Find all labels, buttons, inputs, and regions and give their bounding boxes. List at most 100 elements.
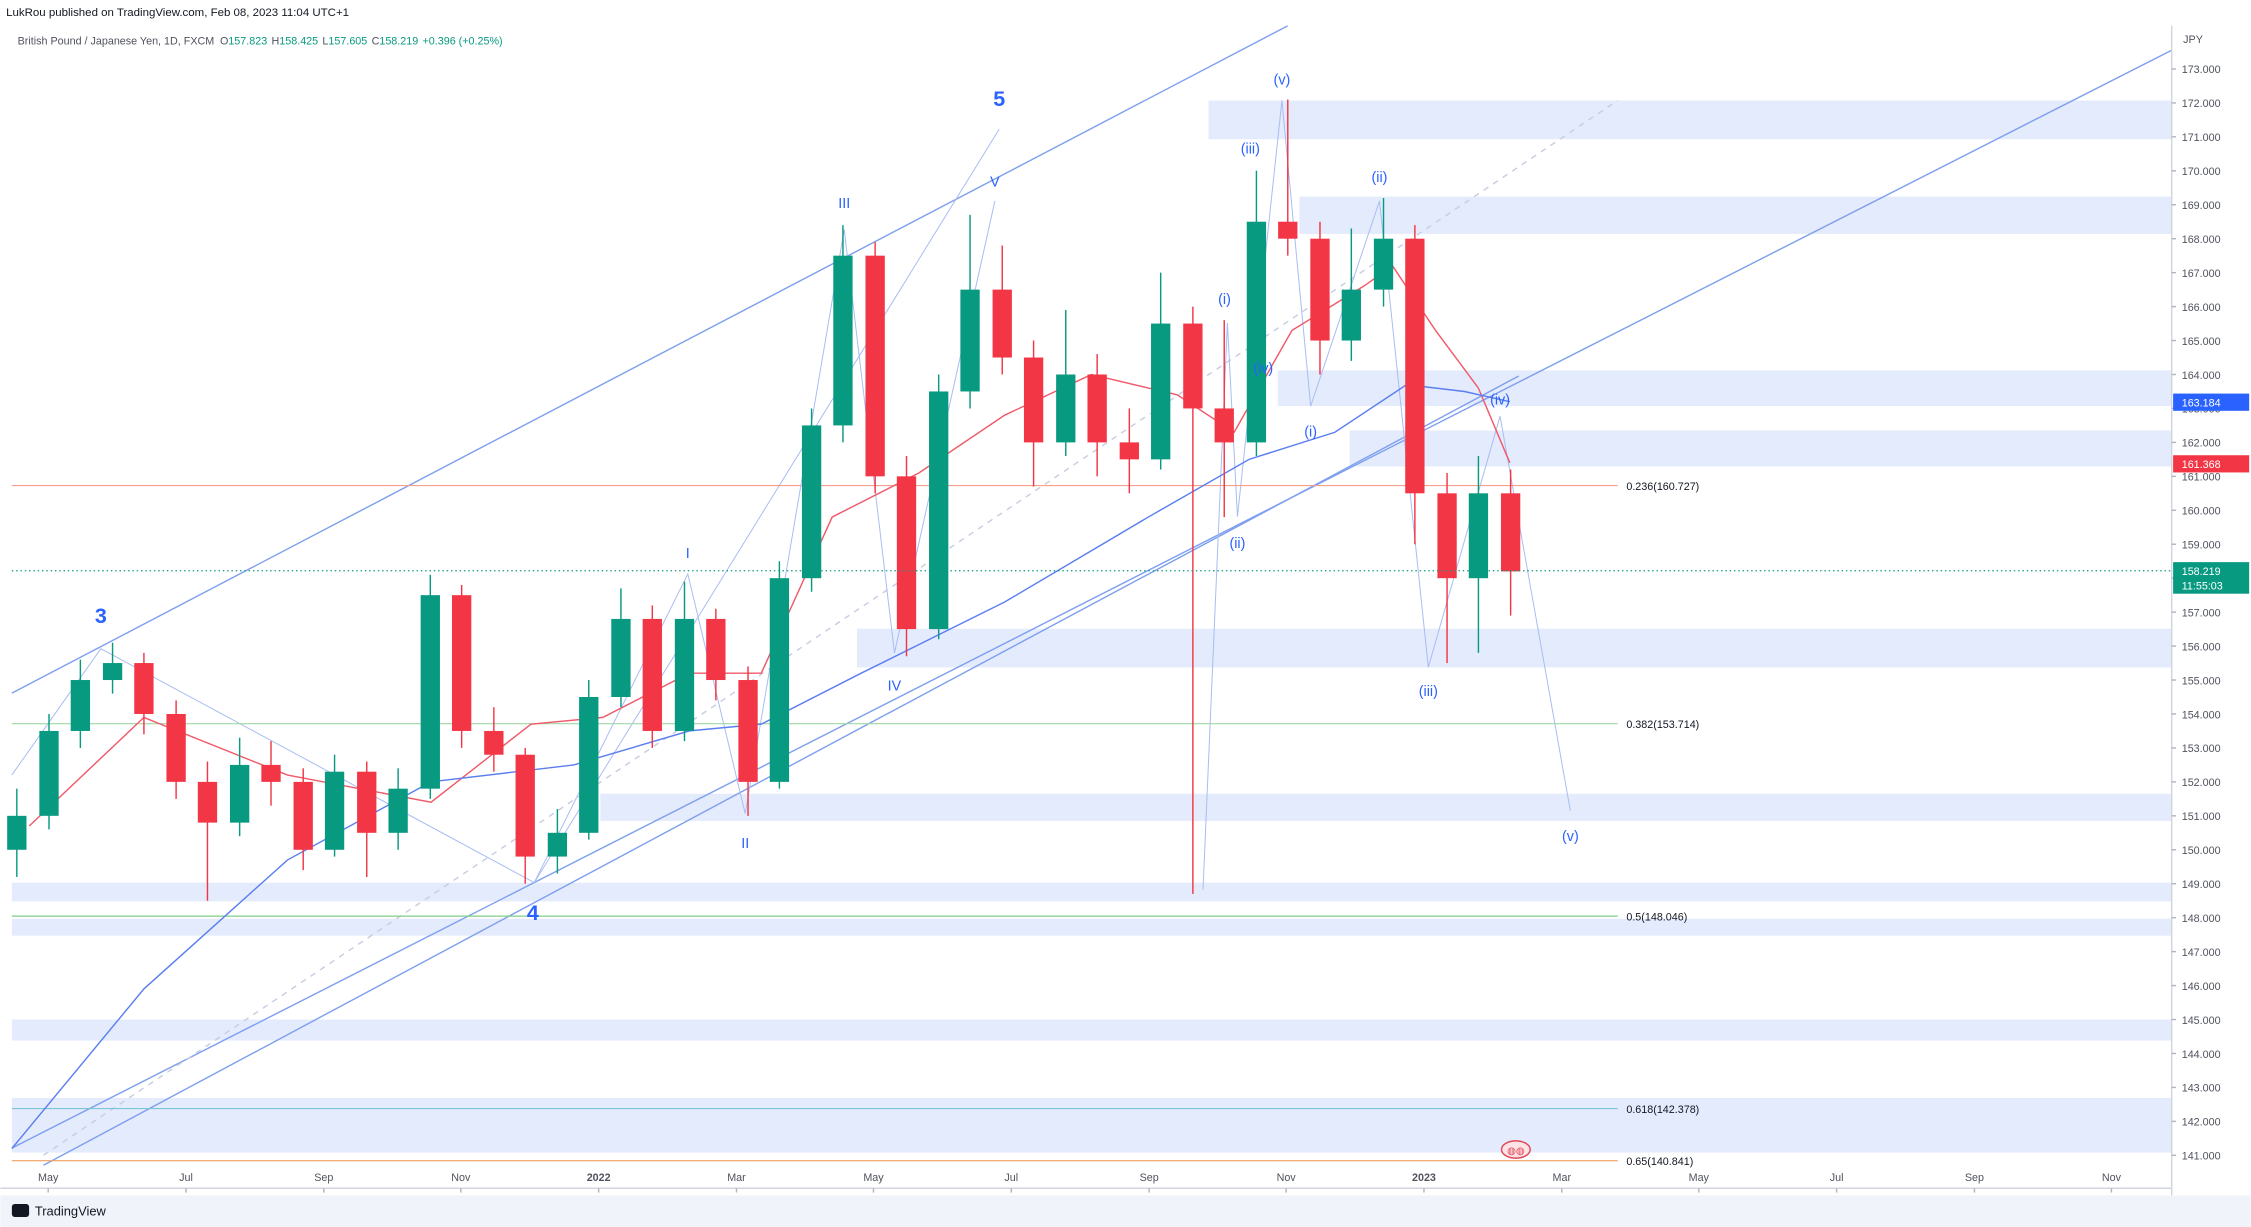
brand: TradingView bbox=[35, 1204, 107, 1219]
wave-label: (v) bbox=[1562, 829, 1579, 845]
y-tick-label: 161.000 bbox=[2182, 472, 2221, 484]
candle-body bbox=[1183, 323, 1203, 409]
candle-body bbox=[39, 730, 59, 816]
y-tick-label: 142.000 bbox=[2182, 1117, 2221, 1129]
candle-body bbox=[102, 663, 123, 681]
candle-body bbox=[420, 595, 440, 789]
candle-body bbox=[134, 663, 154, 714]
candle-body bbox=[1023, 357, 1044, 443]
fib-label: 0.618(142.378) bbox=[1626, 1104, 1699, 1116]
wave-label: (i) bbox=[1304, 424, 1317, 440]
candle-body bbox=[293, 781, 313, 850]
y-tick-label: 171.000 bbox=[2182, 132, 2221, 144]
candle-body bbox=[1373, 238, 1394, 290]
wave-label: (ii) bbox=[1372, 170, 1388, 186]
x-tick-label: 2022 bbox=[587, 1172, 611, 1184]
candle-body bbox=[452, 595, 472, 731]
axes: 141.000 142.000 143.000 144.000 145.000 146.0… bbox=[38, 64, 2250, 1193]
zone bbox=[1349, 430, 2172, 467]
currency: JPY bbox=[2183, 34, 2203, 46]
zone bbox=[1277, 370, 2172, 407]
wave-label: (iii) bbox=[1419, 684, 1438, 700]
x-tick-label: May bbox=[38, 1172, 59, 1184]
wave-label: II bbox=[741, 836, 749, 852]
symbol-line: British Pound / Japanese Yen, 1D, FXCM O1… bbox=[18, 35, 503, 47]
x-tick-label: May bbox=[863, 1172, 884, 1184]
y-tick-label: 148.000 bbox=[2182, 913, 2221, 925]
candle-body bbox=[611, 618, 631, 698]
candle-body bbox=[865, 255, 885, 477]
y-tick-label: 144.000 bbox=[2182, 1049, 2221, 1061]
y-tick-label: 151.000 bbox=[2182, 811, 2221, 823]
x-tick-label: Nov bbox=[451, 1172, 471, 1184]
wave-label: (ii) bbox=[1229, 536, 1245, 552]
wave-label: 4 bbox=[527, 901, 539, 925]
y-tick-label: 173.000 bbox=[2182, 64, 2221, 76]
y-tick-label: 157.000 bbox=[2182, 607, 2221, 619]
change: +0.396 (+0.25%) bbox=[423, 35, 503, 47]
published-line: LukRou published on TradingView.com, Feb… bbox=[6, 7, 349, 19]
zones bbox=[11, 100, 2172, 1153]
y-tick-label: 172.000 bbox=[2182, 98, 2221, 110]
candle-body bbox=[1437, 493, 1457, 579]
ohlc-value: 157.823 bbox=[228, 35, 267, 47]
candle-body bbox=[261, 764, 281, 782]
candle-body bbox=[960, 289, 980, 392]
candle-body bbox=[642, 618, 662, 731]
candle-body bbox=[1278, 221, 1298, 239]
footer bbox=[0, 1195, 2251, 1227]
fib-label: 0.236(160.727) bbox=[1626, 481, 1699, 493]
y-tick-label: 143.000 bbox=[2182, 1083, 2221, 1095]
zone bbox=[11, 1019, 2172, 1041]
y-tick-label: 146.000 bbox=[2182, 981, 2221, 993]
wave-label: 3 bbox=[95, 604, 107, 628]
candle-body bbox=[324, 771, 345, 850]
y-tick-label: 155.000 bbox=[2182, 675, 2221, 687]
wave-label: I bbox=[686, 546, 690, 562]
drawings bbox=[11, 25, 2173, 1166]
wave-label: V bbox=[990, 175, 1000, 191]
y-tick-label: 159.000 bbox=[2182, 540, 2221, 552]
y-tick-label: 147.000 bbox=[2182, 947, 2221, 959]
x-tick-label: 2023 bbox=[1412, 1172, 1436, 1184]
wave-label: III bbox=[838, 196, 850, 212]
x-tick-label: Sep bbox=[1965, 1172, 1984, 1184]
candle-body bbox=[357, 771, 377, 833]
price-tag bbox=[2173, 455, 2250, 473]
ohlc-key: O bbox=[220, 35, 228, 47]
y-tick-label: 164.000 bbox=[2182, 370, 2221, 382]
x-tick-label: Mar bbox=[1553, 1172, 1572, 1184]
y-tick-label: 168.000 bbox=[2182, 234, 2221, 246]
candle-body bbox=[1246, 221, 1267, 443]
zone bbox=[11, 918, 2172, 936]
zone bbox=[600, 793, 2172, 821]
y-tick-label: 153.000 bbox=[2182, 743, 2221, 755]
candle-body bbox=[769, 578, 790, 782]
candle-body bbox=[579, 697, 599, 833]
zone bbox=[856, 628, 2172, 668]
candle-body bbox=[1087, 374, 1107, 443]
alert-icon: ◍◍ bbox=[1500, 1140, 1531, 1159]
ohlc-value: 158.425 bbox=[279, 35, 318, 47]
candle-body bbox=[1056, 374, 1076, 443]
y-tick-label: 162.000 bbox=[2182, 438, 2221, 450]
channel-line bbox=[11, 49, 2173, 1149]
price-tag-label: 161.368 bbox=[2182, 459, 2221, 471]
y-tick-label: 167.000 bbox=[2182, 268, 2221, 280]
zone bbox=[11, 882, 2172, 902]
wave-line bbox=[11, 128, 1000, 884]
candle-body bbox=[992, 289, 1012, 358]
candle-body bbox=[229, 764, 250, 823]
wave-label: IV bbox=[888, 678, 902, 694]
candle-body bbox=[1214, 408, 1234, 443]
candle-body bbox=[1119, 442, 1139, 460]
zone bbox=[1208, 100, 2172, 140]
ohlc-key: H bbox=[272, 35, 280, 47]
wave-label: (v) bbox=[1274, 73, 1291, 89]
candle-body bbox=[1151, 323, 1171, 460]
x-tick-label: May bbox=[1689, 1172, 1710, 1184]
x-tick-label: Sep bbox=[1140, 1172, 1159, 1184]
symbol: British Pound / Japanese Yen, 1D, FXCM bbox=[18, 35, 215, 47]
